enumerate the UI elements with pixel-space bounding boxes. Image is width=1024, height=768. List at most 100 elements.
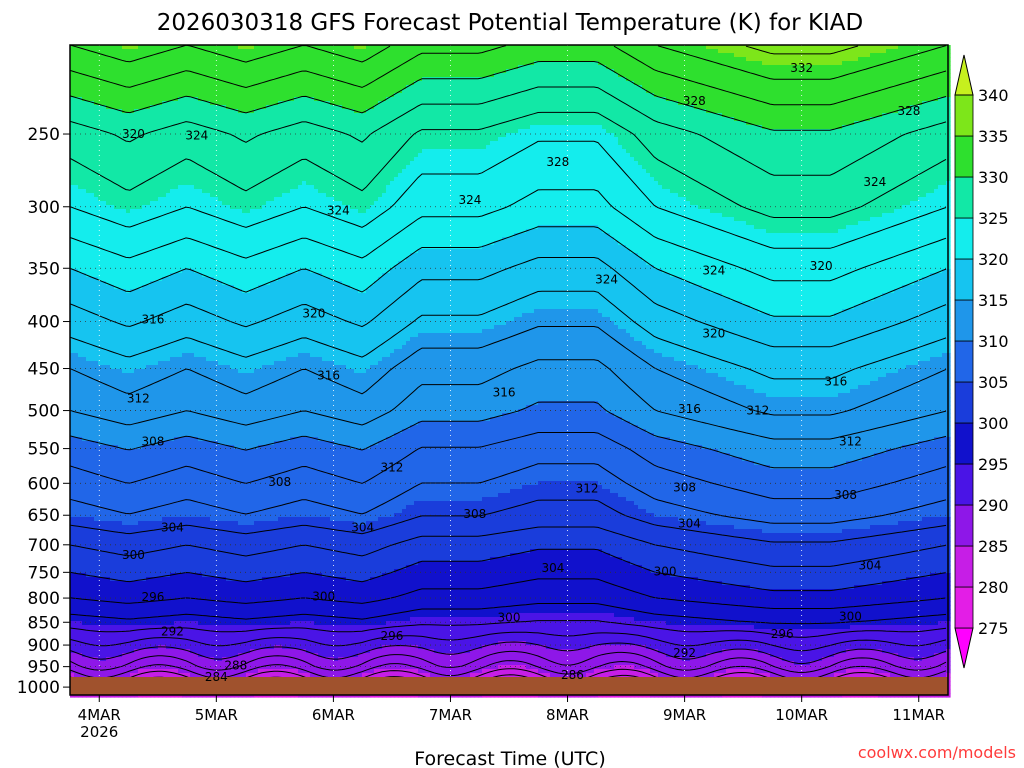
field-cell <box>178 597 183 602</box>
field-cell <box>166 665 171 670</box>
field-cell <box>158 257 163 262</box>
field-cell <box>130 313 135 318</box>
field-cell <box>102 97 107 102</box>
field-cell <box>98 249 103 254</box>
field-cell <box>126 501 131 506</box>
field-cell <box>98 381 103 386</box>
field-cell <box>178 129 183 134</box>
field-cell <box>74 85 79 90</box>
field-cell <box>94 117 99 122</box>
field-cell <box>182 609 187 614</box>
field-cell <box>94 457 99 462</box>
field-cell <box>158 441 163 446</box>
field-cell <box>118 109 123 114</box>
field-cell <box>150 517 155 522</box>
field-cell <box>146 209 151 214</box>
field-cell <box>178 377 183 382</box>
field-cell <box>106 569 111 574</box>
field-cell <box>150 637 155 642</box>
field-cell <box>162 509 167 514</box>
field-cell <box>94 97 99 102</box>
field-cell <box>102 177 107 182</box>
field-cell <box>114 213 119 218</box>
field-cell <box>122 193 127 198</box>
field-cell <box>122 233 127 238</box>
field-cell <box>190 189 195 194</box>
field-cell <box>118 101 123 106</box>
field-cell <box>82 509 87 514</box>
field-cell <box>82 165 87 170</box>
field-cell <box>130 613 135 618</box>
field-cell <box>114 405 119 410</box>
field-cell <box>126 153 131 158</box>
field-cell <box>154 49 159 54</box>
field-cell <box>106 161 111 166</box>
field-cell <box>126 621 131 626</box>
field-cell <box>118 521 123 526</box>
field-cell <box>146 621 151 626</box>
field-cell <box>82 305 87 310</box>
field-cell <box>130 453 135 458</box>
field-cell <box>170 425 175 430</box>
field-cell <box>178 629 183 634</box>
field-cell <box>122 181 127 186</box>
field-cell <box>70 405 75 410</box>
field-cell <box>130 361 135 366</box>
field-cell <box>186 493 191 498</box>
field-cell <box>134 525 139 530</box>
field-cell <box>186 161 191 166</box>
field-cell <box>110 513 115 518</box>
field-cell <box>122 477 127 482</box>
field-cell <box>78 657 83 662</box>
field-cell <box>102 637 107 642</box>
field-cell <box>146 289 151 294</box>
field-cell <box>142 89 147 94</box>
field-cell <box>190 137 195 142</box>
field-cell <box>94 609 99 614</box>
field-cell <box>122 121 127 126</box>
field-cell <box>138 133 143 138</box>
field-cell <box>138 517 143 522</box>
field-cell <box>78 301 83 306</box>
field-cell <box>70 305 75 310</box>
field-cell <box>150 545 155 550</box>
field-cell <box>94 313 99 318</box>
field-cell <box>70 473 75 478</box>
field-cell <box>142 137 147 142</box>
field-cell <box>174 309 179 314</box>
field-cell <box>174 561 179 566</box>
field-cell <box>82 469 87 474</box>
field-cell <box>174 297 179 302</box>
field-cell <box>106 245 111 250</box>
field-cell <box>174 369 179 374</box>
field-cell <box>86 213 91 218</box>
field-cell <box>94 129 99 134</box>
field-cell <box>70 337 75 342</box>
field-cell <box>74 525 79 530</box>
field-cell <box>114 573 119 578</box>
field-cell <box>70 465 75 470</box>
field-cell <box>74 141 79 146</box>
field-cell <box>174 101 179 106</box>
field-cell <box>126 497 131 502</box>
field-cell <box>86 641 91 646</box>
field-cell <box>146 293 151 298</box>
field-cell <box>150 141 155 146</box>
field-cell <box>94 469 99 474</box>
field-cell <box>70 589 75 594</box>
field-cell <box>94 209 99 214</box>
field-cell <box>130 109 135 114</box>
field-cell <box>142 517 147 522</box>
field-cell <box>190 361 195 366</box>
field-cell <box>90 65 95 70</box>
field-cell <box>150 505 155 510</box>
field-cell <box>78 173 83 178</box>
field-cell <box>186 445 191 450</box>
field-cell <box>178 477 183 482</box>
field-cell <box>146 221 151 226</box>
field-cell <box>110 421 115 426</box>
field-cell <box>134 621 139 626</box>
field-cell <box>98 581 103 586</box>
field-cell <box>186 489 191 494</box>
field-cell <box>162 133 167 138</box>
